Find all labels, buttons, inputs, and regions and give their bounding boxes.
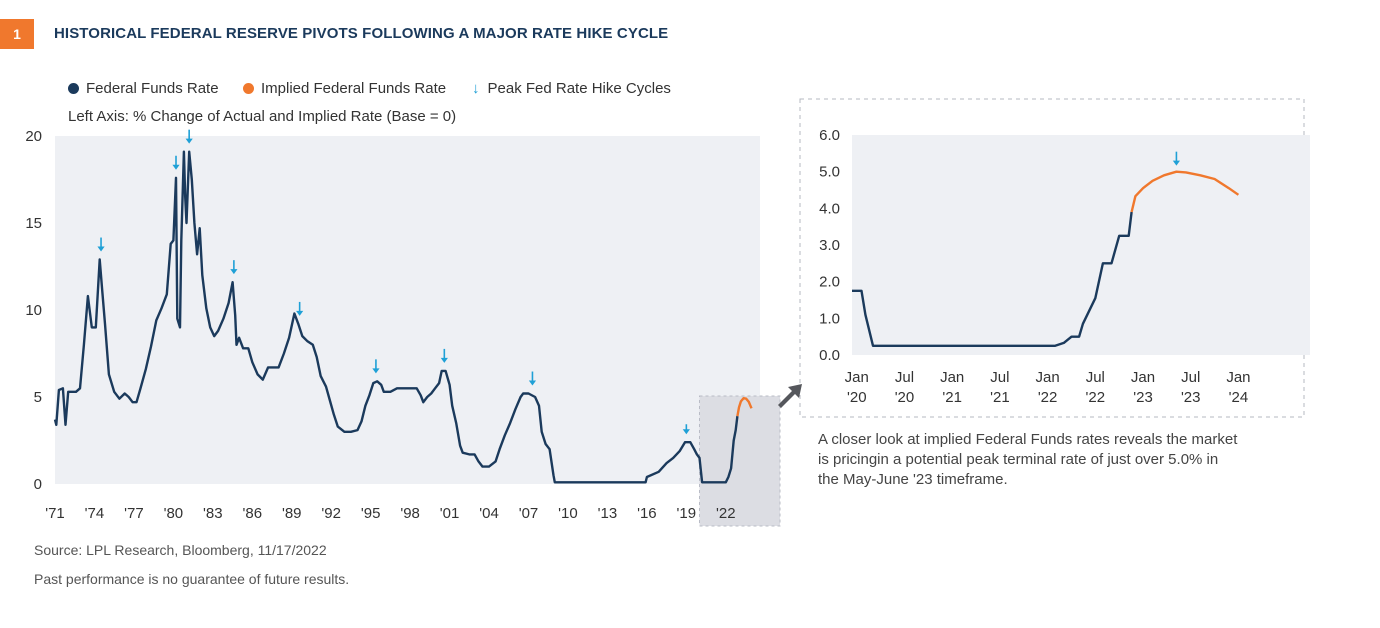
x-tick-label: '92 bbox=[321, 505, 341, 522]
disclaimer-note: Past performance is no guarantee of futu… bbox=[34, 571, 350, 587]
inset-x-tick-year: '24 bbox=[1229, 389, 1249, 406]
chart-title: HISTORICAL FEDERAL RESERVE PIVOTS FOLLOW… bbox=[54, 25, 669, 42]
inset-x-tick-month: Jan bbox=[1131, 369, 1155, 386]
inset-x-tick-year: '22 bbox=[1086, 389, 1106, 406]
peak-arrow-icon bbox=[372, 359, 380, 374]
inset-x-tick-month: Jul bbox=[1181, 369, 1200, 386]
peak-arrow-head bbox=[1172, 160, 1181, 166]
x-tick-label: '95 bbox=[361, 505, 381, 522]
inset-x-tick-month: Jan bbox=[940, 369, 964, 386]
inset-y-tick-label: 3.0 bbox=[819, 237, 840, 254]
inset-peak-arrow-icon bbox=[1172, 151, 1181, 166]
x-tick-label: '16 bbox=[637, 505, 657, 522]
inset-x-tick-year: '21 bbox=[990, 389, 1010, 406]
inset-y-tick-label: 5.0 bbox=[819, 164, 840, 181]
x-tick-label: '83 bbox=[203, 505, 223, 522]
inset-federal-funds-rate-line bbox=[852, 211, 1133, 347]
y-tick-label: 0 bbox=[34, 476, 42, 493]
inset-x-tick-year: '23 bbox=[1181, 389, 1201, 406]
inset-plot-area bbox=[852, 135, 1310, 355]
peak-arrow-head bbox=[172, 164, 180, 170]
x-tick-label: '19 bbox=[677, 505, 697, 522]
inset-x-tick-month: Jul bbox=[1086, 369, 1105, 386]
inset-chart: 0.0 1.0 2.0 3.0 4.0 5.0 6.0 Jan '20 Jul '20 Jan '21 J… bbox=[799, 98, 1310, 418]
peak-arrow-head bbox=[528, 380, 537, 386]
down-arrow-icon: ↓ bbox=[472, 80, 480, 97]
inset-y-tick-label: 6.0 bbox=[819, 127, 840, 144]
x-tick-label: '22 bbox=[716, 505, 736, 522]
inset-x-tick-year: '22 bbox=[1038, 389, 1058, 406]
inset-x-tick-month: Jan bbox=[1226, 369, 1250, 386]
peak-arrow-icon bbox=[682, 424, 690, 435]
peak-arrow-head bbox=[296, 310, 304, 316]
x-tick-label: '77 bbox=[124, 505, 144, 522]
connector-arrow-icon bbox=[778, 384, 802, 408]
peak-arrow-icon bbox=[185, 129, 193, 144]
x-tick-label: '01 bbox=[440, 505, 460, 522]
federal-funds-rate-line bbox=[53, 150, 739, 484]
x-tick-label: '07 bbox=[519, 505, 539, 522]
peak-arrow-head bbox=[682, 429, 690, 435]
x-tick-label: '04 bbox=[479, 505, 499, 522]
legend-label: Peak Fed Rate Hike Cycles bbox=[487, 80, 671, 97]
x-tick-label: '74 bbox=[85, 505, 105, 522]
zoom-highlight-box bbox=[699, 396, 780, 526]
legend-item-federal-funds-rate: Federal Funds Rate bbox=[68, 80, 219, 97]
inset-y-tick-label: 1.0 bbox=[819, 310, 840, 327]
peak-arrow-icon bbox=[172, 155, 180, 170]
legend-label: Implied Federal Funds Rate bbox=[261, 80, 447, 97]
x-tick-label: '13 bbox=[598, 505, 618, 522]
x-tick-label: '98 bbox=[400, 505, 420, 522]
legend-item-implied-rate: Implied Federal Funds Rate bbox=[243, 80, 446, 97]
inset-x-tick-year: '20 bbox=[895, 389, 915, 406]
peak-arrow-icon bbox=[97, 237, 105, 252]
y-tick-label: 10 bbox=[25, 302, 42, 319]
inset-x-tick-year: '23 bbox=[1133, 389, 1153, 406]
inset-caption: A closer look at implied Federal Funds r… bbox=[818, 431, 1238, 488]
peak-arrow-head bbox=[97, 246, 105, 252]
y-tick-label: 5 bbox=[34, 389, 42, 406]
peak-arrow-icon bbox=[528, 371, 537, 386]
figure-number-badge: 1 bbox=[0, 19, 34, 49]
y-tick-label: 15 bbox=[25, 215, 42, 232]
legend-label: Federal Funds Rate bbox=[86, 80, 219, 97]
left-axis-note: Left Axis: % Change of Actual and Implie… bbox=[68, 108, 457, 125]
y-tick-label: 20 bbox=[25, 128, 42, 145]
peak-arrow-head bbox=[440, 357, 448, 363]
peak-arrow-icon bbox=[296, 301, 304, 316]
main-chart: 0 5 10 15 20 '71 '74 '77 '80 '83 '86 '89 '92 '95 '98 '0… bbox=[25, 128, 781, 527]
legend-dot-federal-funds-rate bbox=[68, 83, 79, 94]
connector-arrow-shape bbox=[778, 384, 802, 408]
peak-arrow-icon bbox=[230, 260, 238, 275]
legend-dot-implied-rate bbox=[243, 83, 254, 94]
inset-x-tick-year: '20 bbox=[847, 389, 867, 406]
inset-y-tick-label: 0.0 bbox=[819, 347, 840, 364]
inset-frame bbox=[799, 98, 1305, 418]
inset-implied-rate-line bbox=[1130, 170, 1240, 213]
x-tick-label: '89 bbox=[282, 505, 302, 522]
inset-y-tick-label: 2.0 bbox=[819, 274, 840, 291]
x-tick-label: '86 bbox=[243, 505, 263, 522]
x-tick-label: '71 bbox=[45, 505, 65, 522]
implied-rate-line bbox=[736, 397, 753, 417]
inset-x-tick-month: Jan bbox=[1036, 369, 1060, 386]
inset-x-tick-month: Jan bbox=[845, 369, 869, 386]
peak-arrow-head bbox=[230, 269, 238, 275]
inset-x-tick-month: Jul bbox=[990, 369, 1009, 386]
x-tick-label: '80 bbox=[164, 505, 184, 522]
peak-arrow-head bbox=[185, 138, 193, 144]
inset-x-tick-month: Jul bbox=[895, 369, 914, 386]
inset-y-tick-label: 4.0 bbox=[819, 200, 840, 217]
inset-x-tick-year: '21 bbox=[942, 389, 962, 406]
legend-item-peak-cycles: ↓ Peak Fed Rate Hike Cycles bbox=[472, 80, 671, 97]
peak-arrow-head bbox=[372, 368, 380, 374]
x-tick-label: '10 bbox=[558, 505, 578, 522]
source-note: Source: LPL Research, Bloomberg, 11/17/2… bbox=[34, 542, 327, 558]
plot-area bbox=[55, 136, 760, 484]
peak-arrow-icon bbox=[440, 348, 448, 363]
